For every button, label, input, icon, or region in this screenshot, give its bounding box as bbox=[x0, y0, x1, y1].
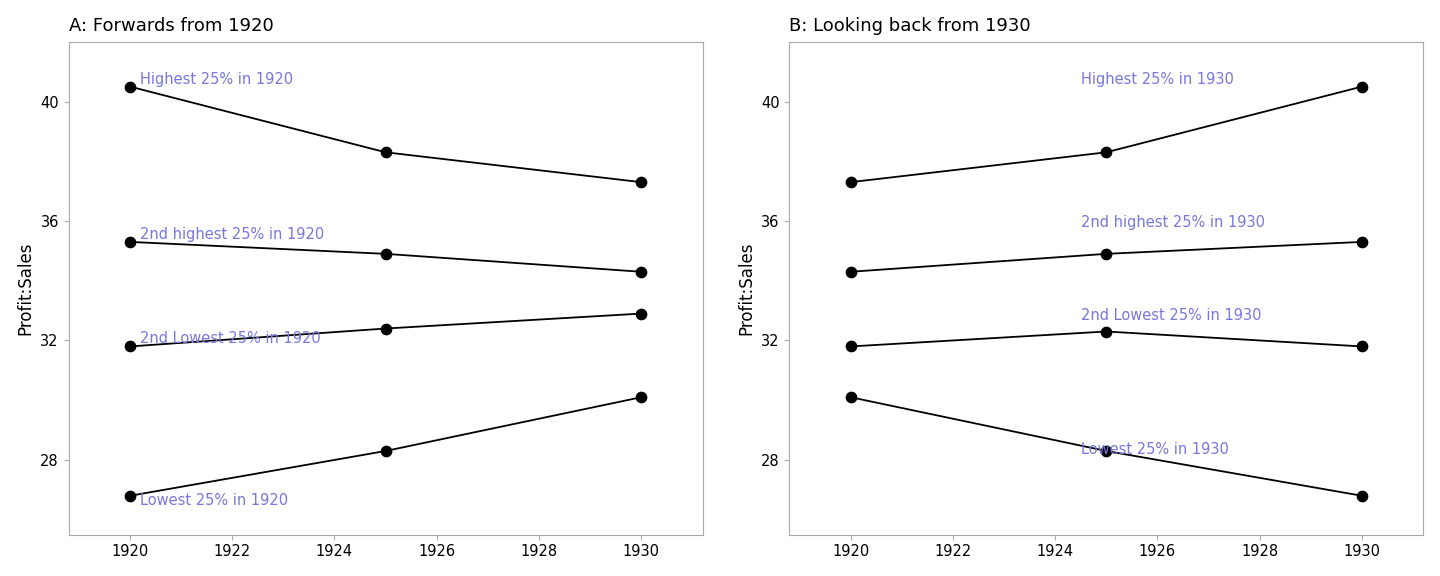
Text: Highest 25% in 1920: Highest 25% in 1920 bbox=[140, 71, 294, 86]
Point bbox=[840, 267, 863, 276]
Text: Lowest 25% in 1920: Lowest 25% in 1920 bbox=[140, 492, 288, 507]
Point bbox=[118, 237, 141, 247]
Y-axis label: Profit:Sales: Profit:Sales bbox=[17, 241, 35, 335]
Point bbox=[1094, 327, 1117, 336]
Point bbox=[1094, 249, 1117, 259]
Text: 2nd highest 25% in 1920: 2nd highest 25% in 1920 bbox=[140, 227, 324, 242]
Point bbox=[840, 393, 863, 402]
Text: 2nd Lowest 25% in 1930: 2nd Lowest 25% in 1930 bbox=[1081, 308, 1261, 323]
Text: 2nd highest 25% in 1930: 2nd highest 25% in 1930 bbox=[1081, 215, 1264, 230]
Point bbox=[629, 177, 652, 187]
Point bbox=[118, 491, 141, 501]
Text: A: Forwards from 1920: A: Forwards from 1920 bbox=[69, 17, 274, 35]
Point bbox=[629, 267, 652, 276]
Point bbox=[1094, 147, 1117, 157]
Point bbox=[629, 309, 652, 318]
Point bbox=[118, 82, 141, 91]
Point bbox=[118, 342, 141, 351]
Y-axis label: Profit:Sales: Profit:Sales bbox=[737, 241, 756, 335]
Point bbox=[840, 177, 863, 187]
Text: Lowest 25% in 1930: Lowest 25% in 1930 bbox=[1081, 442, 1228, 457]
Point bbox=[1094, 446, 1117, 456]
Point bbox=[1351, 342, 1374, 351]
Point bbox=[374, 324, 397, 333]
Point bbox=[374, 147, 397, 157]
Point bbox=[374, 249, 397, 259]
Text: 2nd Lowest 25% in 1920: 2nd Lowest 25% in 1920 bbox=[140, 331, 321, 346]
Text: B: Looking back from 1930: B: Looking back from 1930 bbox=[789, 17, 1031, 35]
Point bbox=[1351, 237, 1374, 247]
Text: Highest 25% in 1930: Highest 25% in 1930 bbox=[1081, 71, 1234, 86]
Point bbox=[629, 393, 652, 402]
Point bbox=[1351, 82, 1374, 91]
Point bbox=[374, 446, 397, 456]
Point bbox=[840, 342, 863, 351]
Point bbox=[1351, 491, 1374, 501]
